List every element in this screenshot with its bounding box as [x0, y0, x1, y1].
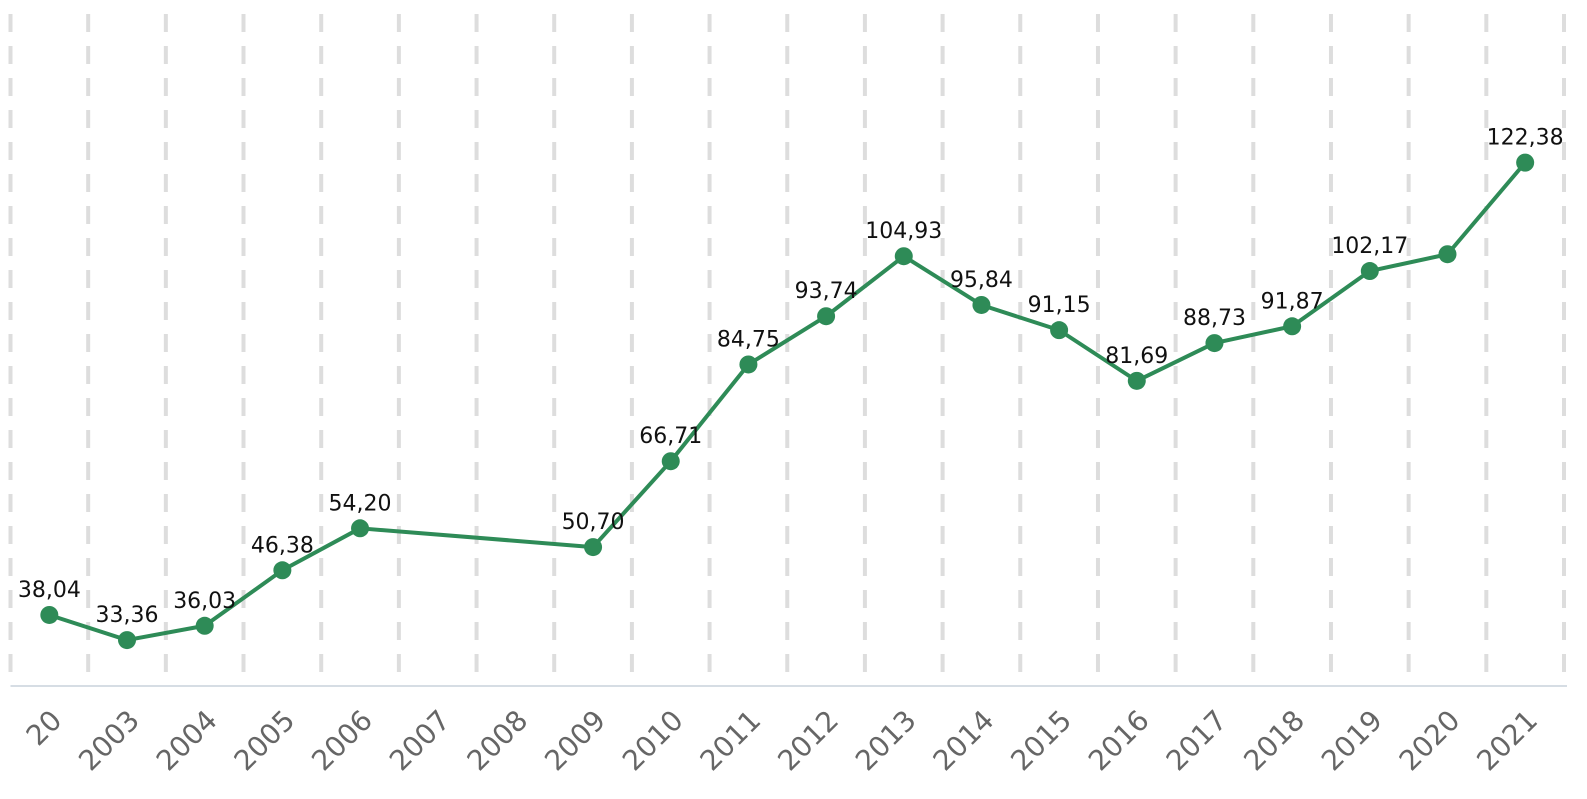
value-label: 33,36: [96, 603, 159, 628]
value-label: 84,75: [717, 327, 780, 352]
point: [118, 631, 137, 650]
x-tick-label: 2012: [771, 704, 845, 778]
point: [273, 561, 292, 580]
x-tick-label: 2006: [305, 704, 379, 778]
point: [1283, 317, 1302, 336]
point: [972, 295, 991, 314]
value-label: 46,38: [251, 533, 314, 558]
x-tick-label: 2013: [849, 704, 923, 778]
x-tick-label: 2015: [1004, 704, 1078, 778]
value-label: 81,69: [1105, 344, 1168, 369]
point: [739, 355, 758, 374]
value-label: 102,17: [1331, 234, 1408, 259]
x-tick-label: 2014: [927, 704, 1001, 778]
point: [1205, 334, 1224, 353]
x-tick-label: 2016: [1082, 704, 1156, 778]
point: [195, 616, 214, 635]
x-tick-label: 2017: [1160, 704, 1234, 778]
x-tick-label: 2018: [1237, 704, 1311, 778]
x-tick-label: 2004: [150, 704, 224, 778]
value-label: 50,70: [562, 510, 625, 535]
x-tick-label: 2019: [1315, 704, 1389, 778]
point: [894, 247, 913, 266]
value-label: 66,71: [639, 424, 702, 449]
x-tick-label: 2020: [1393, 704, 1467, 778]
value-label: 93,74: [795, 279, 858, 304]
line: [48, 161, 1527, 643]
point: [584, 538, 603, 557]
point: [1050, 321, 1069, 340]
value-label: 91,87: [1261, 289, 1324, 314]
x-tick-label: 2009: [538, 704, 612, 778]
value-label: 38,04: [18, 578, 81, 603]
x-tick-label: 2007: [383, 704, 457, 778]
point: [1438, 245, 1457, 264]
point: [817, 307, 836, 326]
x-tick-label: 2021: [1470, 704, 1544, 778]
x-tick-label: 2005: [228, 704, 302, 778]
value-label: 88,73: [1183, 306, 1246, 331]
value-label: 95,84: [950, 268, 1013, 293]
x-tick-label: 2003: [72, 704, 146, 778]
x-tick-label: 2008: [461, 704, 535, 778]
value-label: 122,38: [1487, 126, 1564, 151]
point: [1360, 262, 1379, 281]
value-label: 91,15: [1028, 293, 1091, 318]
value-label: 54,20: [329, 491, 392, 516]
point: [351, 519, 370, 538]
value-label: 36,03: [173, 589, 236, 614]
x-tick-label: 2011: [694, 704, 768, 778]
x-tick-label: 2010: [616, 704, 690, 778]
point: [661, 452, 680, 471]
value-label: 104,93: [865, 219, 942, 244]
x-tick-label: 20: [20, 704, 69, 753]
point: [1127, 371, 1146, 390]
point: [40, 605, 59, 624]
point: [1516, 153, 1535, 172]
